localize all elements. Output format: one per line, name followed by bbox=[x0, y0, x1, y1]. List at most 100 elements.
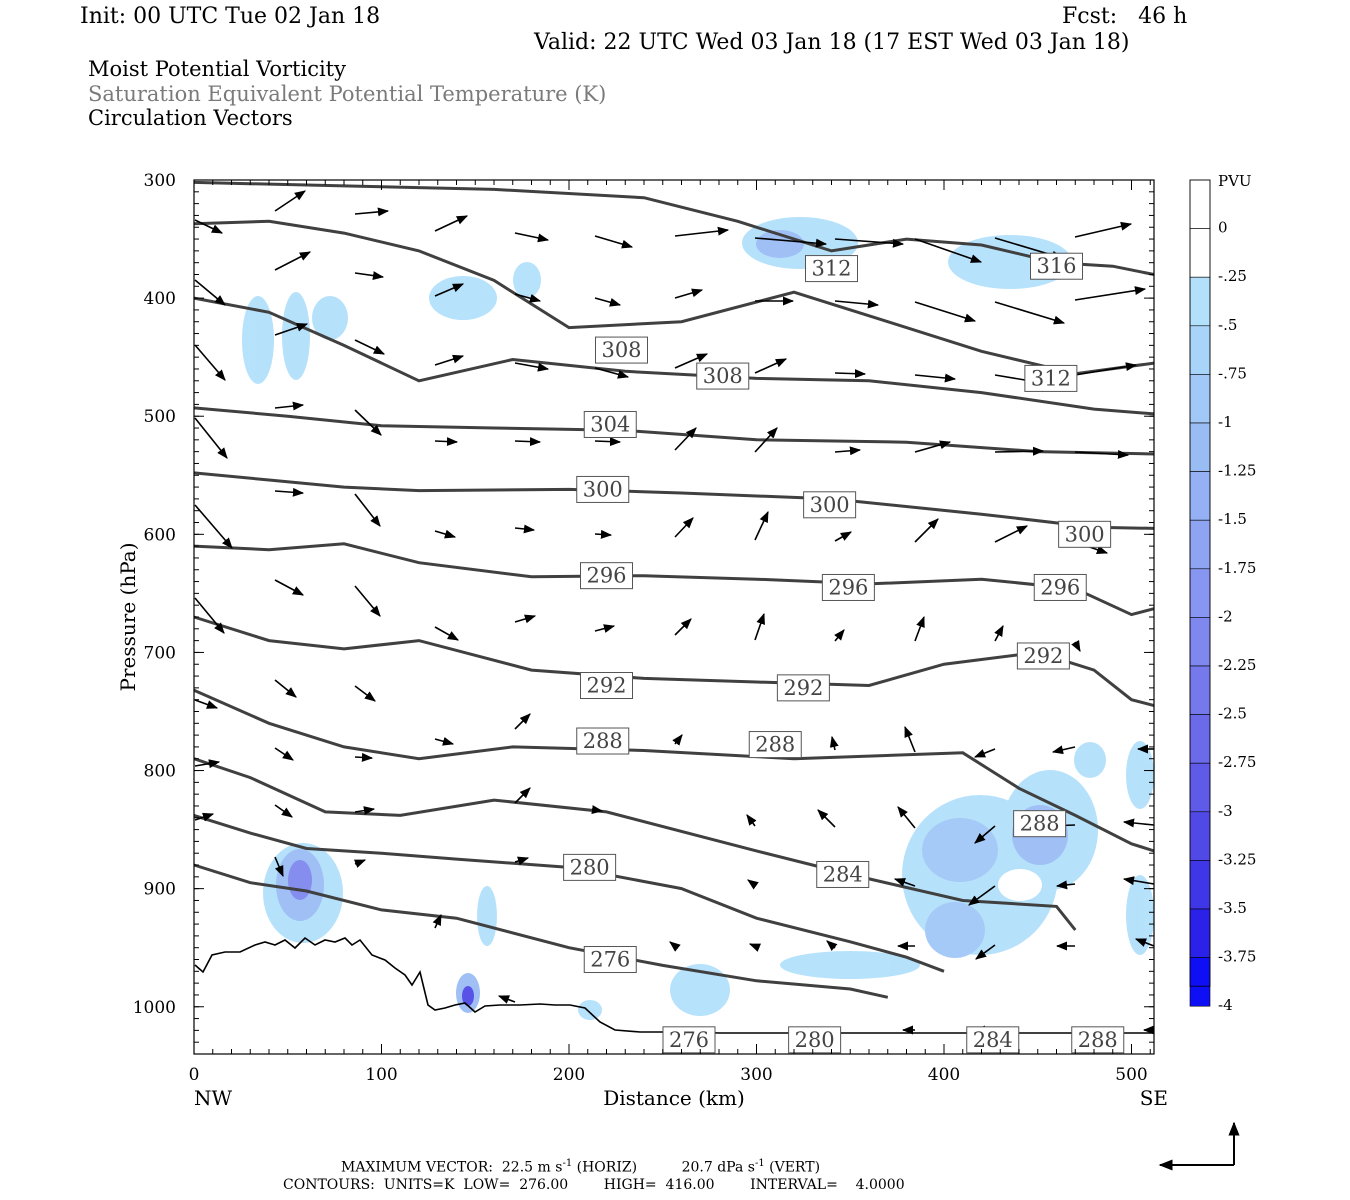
valid-time: Valid: 22 UTC Wed 03 Jan 18 (17 EST Wed … bbox=[534, 30, 1130, 55]
colorbar-label: -2 bbox=[1218, 607, 1233, 625]
colorbar-label: -1.25 bbox=[1218, 462, 1256, 480]
contour-label: 292 bbox=[1016, 642, 1070, 670]
contour-label: 296 bbox=[1033, 573, 1087, 601]
svg-text:300: 300 bbox=[1065, 522, 1105, 546]
svg-text:312: 312 bbox=[811, 257, 851, 281]
svg-text:276: 276 bbox=[669, 1028, 709, 1052]
contour-label: 276 bbox=[583, 946, 637, 974]
contours-info-line: CONTOURS: UNITS=K LOW= 276.00 HIGH= 416.… bbox=[283, 1177, 905, 1193]
colorbar-swatch bbox=[1189, 228, 1211, 278]
x-tick-label: 100 bbox=[365, 1065, 397, 1085]
contour-label: 304 bbox=[583, 410, 637, 438]
svg-text:280: 280 bbox=[570, 855, 610, 879]
axes: 0 100 200 300 400 500 300 400 500 600 700 800 900 100… bbox=[116, 171, 1168, 1110]
terrain-surface-line bbox=[194, 936, 1154, 1034]
contour-labels: 276 280 284 288 292 296 300 304 308 312 316 308 300 3… bbox=[563, 252, 1125, 1054]
contour-label: 280 bbox=[563, 853, 617, 881]
svg-text:300: 300 bbox=[810, 493, 850, 517]
svg-text:288: 288 bbox=[1020, 812, 1060, 836]
circulation-vectors bbox=[194, 190, 1155, 1035]
field-title-vectors: Circulation Vectors bbox=[88, 106, 293, 130]
colorbar-label: -3.5 bbox=[1218, 899, 1247, 917]
contour-292 bbox=[193, 615, 1155, 708]
colorbar-swatch bbox=[1189, 762, 1211, 813]
contour-label: 284 bbox=[966, 1026, 1020, 1054]
colorbar-label: -4 bbox=[1218, 996, 1233, 1014]
colorbar-swatch bbox=[1189, 422, 1211, 472]
forecast-hour: Fcst: 46 h bbox=[1062, 4, 1188, 29]
colorbar-swatch bbox=[1189, 665, 1211, 715]
colorbar-swatch bbox=[1189, 519, 1211, 570]
colorbar-swatch bbox=[1189, 568, 1211, 618]
svg-text:288: 288 bbox=[583, 729, 623, 753]
colorbar-label: -1 bbox=[1218, 413, 1233, 431]
contour-276 bbox=[193, 863, 889, 999]
colorbar: PVU 0 -.25 -.5 -.75 -1 -1.25 -1.5 -1.75 -2 -2.25 -2… bbox=[1189, 172, 1256, 1014]
contour-296 bbox=[193, 542, 1155, 617]
colorbar-label: -3 bbox=[1218, 802, 1233, 820]
contour-label: 312 bbox=[805, 255, 858, 283]
colorbar-swatch bbox=[1189, 471, 1211, 521]
colorbar-label: -2.5 bbox=[1218, 705, 1247, 723]
svg-text:316: 316 bbox=[1036, 254, 1076, 278]
contour-label: 300 bbox=[576, 475, 630, 503]
y-tick-label: 1000 bbox=[133, 998, 176, 1018]
svg-text:312: 312 bbox=[1031, 366, 1071, 390]
x-tick-label: 200 bbox=[553, 1065, 585, 1085]
svg-text:292: 292 bbox=[783, 676, 823, 700]
colorbar-swatch bbox=[1189, 860, 1211, 910]
contour-label: 276 bbox=[662, 1026, 716, 1054]
contour-label: 300 bbox=[803, 491, 857, 519]
contour-label: 316 bbox=[1030, 252, 1083, 280]
svg-text:276: 276 bbox=[590, 948, 630, 972]
contour-304 bbox=[193, 406, 1155, 456]
mpv-shading bbox=[242, 217, 1154, 1020]
svg-text:284: 284 bbox=[823, 862, 863, 886]
svg-text:296: 296 bbox=[1040, 575, 1080, 599]
contour-label: 284 bbox=[816, 860, 870, 888]
contour-label: 288 bbox=[748, 731, 802, 759]
svg-text:296: 296 bbox=[586, 564, 626, 588]
x-tick-label: 300 bbox=[740, 1065, 772, 1085]
x-axis-title: Distance (km) bbox=[603, 1086, 745, 1110]
se-end-label: SE bbox=[1140, 1086, 1168, 1110]
x-tick-label: 400 bbox=[928, 1065, 960, 1085]
y-tick-label: 700 bbox=[144, 643, 176, 663]
contour-300 bbox=[193, 471, 1155, 530]
max-vector-line: MAXIMUM VECTOR: 22.5 m s-1 (HORIZ) 20.7 … bbox=[341, 1158, 821, 1176]
contour-label: 292 bbox=[776, 674, 830, 702]
colorbar-label: -.75 bbox=[1218, 364, 1247, 382]
contour-312 bbox=[193, 219, 1155, 376]
colorbar-label: -3.25 bbox=[1218, 850, 1256, 868]
colorbar-label: -.5 bbox=[1218, 316, 1237, 334]
y-tick-label: 600 bbox=[144, 525, 176, 545]
colorbar-unit: PVU bbox=[1218, 172, 1252, 190]
x-tick-label: 0 bbox=[189, 1065, 200, 1085]
contour-284 bbox=[193, 757, 1077, 931]
contour-label: 296 bbox=[821, 573, 875, 601]
svg-text:284: 284 bbox=[973, 1028, 1013, 1052]
y-axis-title: Pressure (hPa) bbox=[116, 543, 140, 692]
y-tick-label: 400 bbox=[144, 289, 176, 309]
colorbar-swatch bbox=[1189, 276, 1211, 327]
svg-text:308: 308 bbox=[703, 364, 743, 388]
svg-text:300: 300 bbox=[583, 477, 623, 501]
contour-label: 308 bbox=[696, 362, 750, 390]
svg-text:292: 292 bbox=[586, 674, 626, 698]
colorbar-swatch bbox=[1189, 617, 1211, 667]
contour-label: 280 bbox=[788, 1026, 842, 1054]
colorbar-swatch bbox=[1189, 811, 1211, 861]
contour-label: 312 bbox=[1024, 364, 1078, 392]
contour-label: 288 bbox=[576, 727, 630, 755]
colorbar-label: -2.25 bbox=[1218, 656, 1256, 674]
contour-label: 308 bbox=[595, 336, 648, 364]
svg-text:308: 308 bbox=[601, 338, 641, 362]
field-title-theta-es: Saturation Equivalent Potential Temperat… bbox=[88, 82, 607, 106]
x-tick-label: 500 bbox=[1115, 1065, 1147, 1085]
svg-text:288: 288 bbox=[1078, 1028, 1118, 1052]
colorbar-swatch bbox=[1189, 179, 1211, 229]
colorbar-label: -2.75 bbox=[1218, 753, 1256, 771]
colorbar-label: -3.75 bbox=[1218, 948, 1256, 966]
contour-label: 300 bbox=[1058, 520, 1112, 548]
